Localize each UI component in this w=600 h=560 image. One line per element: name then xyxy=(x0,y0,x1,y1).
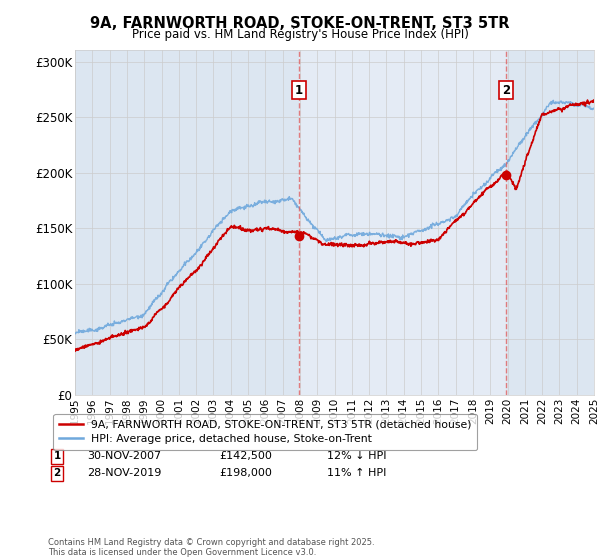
Text: 2: 2 xyxy=(502,83,510,96)
Text: 1: 1 xyxy=(295,83,302,96)
Legend: 9A, FARNWORTH ROAD, STOKE-ON-TRENT, ST3 5TR (detached house), HPI: Average price: 9A, FARNWORTH ROAD, STOKE-ON-TRENT, ST3 … xyxy=(53,414,477,450)
Text: £198,000: £198,000 xyxy=(219,468,272,478)
Text: 12% ↓ HPI: 12% ↓ HPI xyxy=(327,451,386,461)
Text: Price paid vs. HM Land Registry's House Price Index (HPI): Price paid vs. HM Land Registry's House … xyxy=(131,28,469,41)
Text: 28-NOV-2019: 28-NOV-2019 xyxy=(87,468,161,478)
Text: Contains HM Land Registry data © Crown copyright and database right 2025.
This d: Contains HM Land Registry data © Crown c… xyxy=(48,538,374,557)
Text: £142,500: £142,500 xyxy=(219,451,272,461)
Text: 30-NOV-2007: 30-NOV-2007 xyxy=(87,451,161,461)
Bar xyxy=(299,50,506,395)
Text: 11% ↑ HPI: 11% ↑ HPI xyxy=(327,468,386,478)
Text: 2: 2 xyxy=(53,468,61,478)
Text: 9A, FARNWORTH ROAD, STOKE-ON-TRENT, ST3 5TR: 9A, FARNWORTH ROAD, STOKE-ON-TRENT, ST3 … xyxy=(90,16,510,31)
Text: 1: 1 xyxy=(53,451,61,461)
